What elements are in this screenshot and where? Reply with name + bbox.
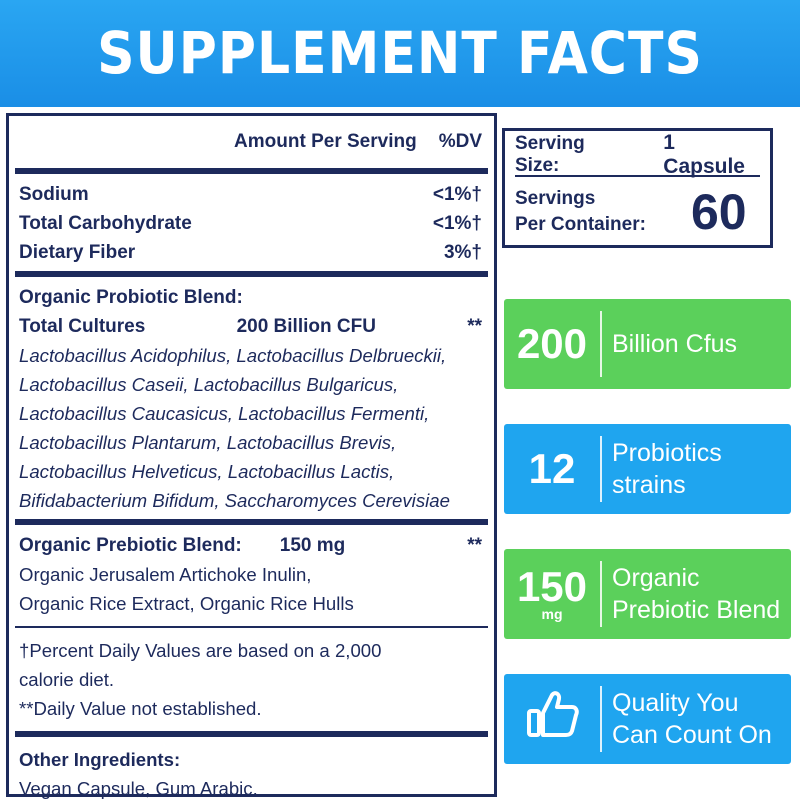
divider <box>15 731 488 737</box>
total-cultures-label: Total Cultures <box>19 316 146 337</box>
footnotes: †Percent Daily Values are based on a 2,0… <box>9 628 494 731</box>
prebiotic-blend-title: Organic Prebiotic Blend: <box>19 535 242 556</box>
card-separator <box>600 311 602 377</box>
probiotic-blend: Organic Probiotic Blend: Total Cultures … <box>9 277 494 519</box>
feature-number-unit: mg <box>541 606 563 622</box>
nutrient-name: Sodium <box>19 184 89 205</box>
feature-card-cfu: 200 Billion Cfus <box>504 299 791 389</box>
prebiotic-line: Organic Jerusalem Artichoke Inulin, <box>19 564 312 585</box>
other-ingredients-text: Vegan Capsule, Gum Arabic. <box>19 778 258 799</box>
strain-line: Lactobacillus Plantarum, Lactobacillus B… <box>19 432 397 453</box>
total-cultures-dv: ** <box>467 316 482 337</box>
feature-number: 12 <box>528 445 576 492</box>
nutrient-row: Dietary Fiber 3%† <box>19 238 482 267</box>
feature-number: 200 <box>516 320 588 367</box>
feature-text: Quality You Can Count On <box>602 687 772 751</box>
servings-label-line: Servings <box>515 188 596 209</box>
divider <box>15 519 488 525</box>
other-ingredients: Other Ingredients: Vegan Capsule, Gum Ar… <box>9 737 494 800</box>
serving-size-value: 1 Capsule <box>663 131 745 178</box>
servings-label-line: Per Container: <box>515 214 646 235</box>
feature-text-line: Can Count On <box>612 721 772 749</box>
feature-text: Probiotics strains <box>602 437 722 501</box>
card-separator <box>600 686 602 752</box>
feature-text-line: Organic <box>612 564 700 592</box>
feature-text: Billion Cfus <box>602 328 737 360</box>
strain-line: Bifidabacterium Bifidum, Saccharomyces C… <box>19 490 450 511</box>
prebiotic-blend-row: Organic Prebiotic Blend: 150 mg ** <box>19 531 482 560</box>
strain-line: Lactobacillus Caseii, Lactobacillus Bulg… <box>19 374 399 395</box>
feature-card-quality: Quality You Can Count On <box>504 674 791 764</box>
feature-number-value: 150 <box>516 563 588 610</box>
prebiotic-ingredients: Organic Jerusalem Artichoke Inulin, Orga… <box>19 560 482 618</box>
divider <box>15 626 488 628</box>
nutrient-dv: <1%† <box>432 213 482 234</box>
card-separator <box>600 436 602 502</box>
prebiotic-blend-dv: ** <box>467 535 482 556</box>
total-cultures-row: Total Cultures 200 Billion CFU ** <box>19 312 482 341</box>
nutrient-dv: <1%† <box>432 184 482 205</box>
nutrient-name: Total Carbohydrate <box>19 213 192 234</box>
amount-per-serving-label: Amount Per Serving <box>234 131 417 152</box>
footnote-line: calorie diet. <box>19 669 115 690</box>
dv-label: %DV <box>438 131 482 152</box>
footnote-line: †Percent Daily Values are based on a 2,0… <box>19 640 382 661</box>
divider <box>15 271 488 277</box>
title-banner: SUPPLEMENT FACTS <box>0 0 800 107</box>
strain-line: Lactobacillus Acidophilus, Lactobacillus… <box>19 345 447 366</box>
servings-per-container-row: Servings Per Container: 60 <box>515 181 760 243</box>
probiotic-blend-title: Organic Probiotic Blend: <box>19 287 243 308</box>
feature-card-prebiotic: 150 mg Organic Prebiotic Blend <box>504 549 791 639</box>
divider <box>15 168 488 174</box>
serving-size-row: Serving Size: 1 Capsule <box>515 131 760 178</box>
strain-line: Lactobacillus Caucasicus, Lactobacillus … <box>19 403 430 424</box>
strain-line: Lactobacillus Helveticus, Lactobacillus … <box>19 461 395 482</box>
prebiotic-line: Organic Rice Extract, Organic Rice Hulls <box>19 593 354 614</box>
prebiotic-blend-amount: 150 mg <box>279 535 346 556</box>
serving-size-label: Serving Size: <box>515 133 585 176</box>
other-ingredients-title: Other Ingredients: <box>19 749 181 770</box>
serving-info-box: Serving Size: 1 Capsule Servings Per Con… <box>502 128 773 248</box>
total-cultures-amount: 200 Billion CFU <box>236 316 376 337</box>
page-title: SUPPLEMENT FACTS <box>97 19 703 88</box>
thumbs-up-icon <box>504 689 600 749</box>
nutrient-row: Sodium <1%† <box>19 180 482 209</box>
nutrient-name: Dietary Fiber <box>19 242 136 263</box>
nutrient-dv: 3%† <box>443 242 482 263</box>
feature-text-line: Quality You <box>612 689 739 717</box>
nutrient-list: Sodium <1%† Total Carbohydrate <1%† Diet… <box>9 174 494 271</box>
card-separator <box>600 561 602 627</box>
prebiotic-blend: Organic Prebiotic Blend: 150 mg ** Organ… <box>9 525 494 626</box>
servings-per-container-label: Servings Per Container: <box>515 186 675 238</box>
feature-text-line: strains <box>612 471 686 499</box>
feature-text-line: Prebiotic Blend <box>612 596 781 624</box>
strain-list: Lactobacillus Acidophilus, Lactobacillus… <box>19 341 482 515</box>
nutrient-row: Total Carbohydrate <1%† <box>19 209 482 238</box>
footnote-line: **Daily Value not established. <box>19 698 262 719</box>
servings-per-container-value: 60 <box>691 184 747 240</box>
facts-header: Amount Per Serving %DV <box>9 116 494 168</box>
divider <box>515 175 760 177</box>
feature-card-strains: 12 Probiotics strains <box>504 424 791 514</box>
feature-text-line: Probiotics <box>612 439 722 467</box>
supplement-facts-panel: Amount Per Serving %DV Sodium <1%† Total… <box>6 113 497 800</box>
feature-text: Organic Prebiotic Blend <box>602 562 780 626</box>
feature-number: 150 mg <box>504 563 600 622</box>
feature-text-line: Billion Cfus <box>612 330 738 358</box>
